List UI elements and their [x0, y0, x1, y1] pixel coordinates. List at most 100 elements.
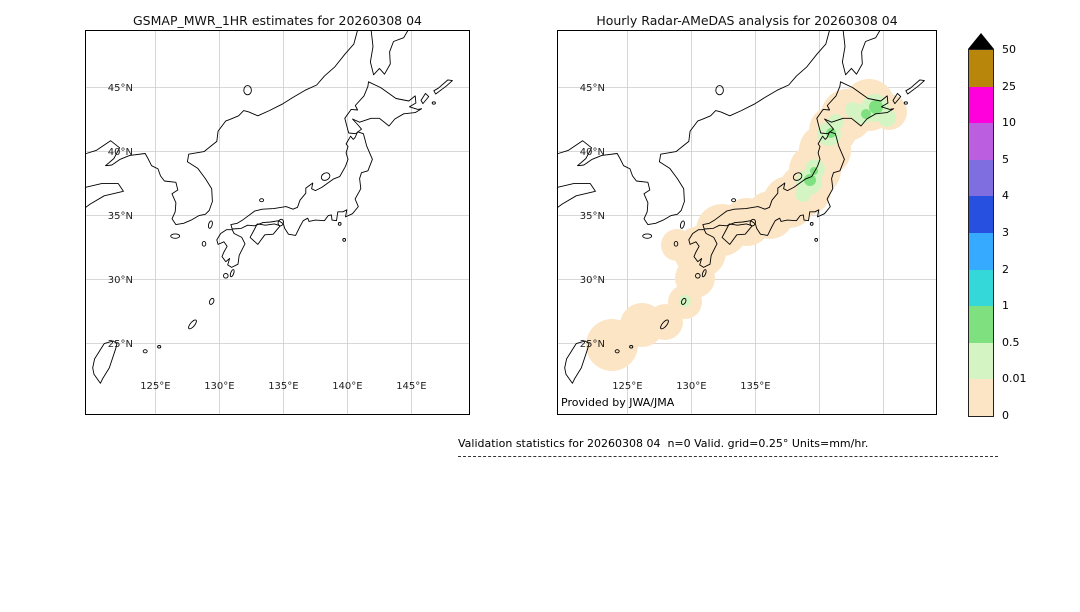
- island-outline: [208, 297, 215, 305]
- island-outline: [229, 269, 235, 278]
- lon-tick-label: 130°E: [676, 381, 706, 392]
- coastline-honshu: [702, 131, 845, 236]
- coastline-kunashir: [420, 92, 430, 105]
- lat-tick-label: 40°N: [108, 147, 133, 158]
- coastline-hokkaido: [344, 81, 423, 135]
- precip-blob: [869, 100, 883, 114]
- map-frame: [85, 30, 470, 415]
- coastline-shandong: [85, 183, 124, 209]
- colorbar-tick-label: 25: [1002, 79, 1016, 93]
- colorbar-tick-label: 50: [1002, 43, 1016, 56]
- island-outline: [660, 319, 669, 330]
- island-outline: [695, 273, 701, 279]
- lat-tick-label: 45°N: [108, 83, 133, 94]
- colorbar-tick-label: 1: [1002, 299, 1009, 313]
- colorbar-overflow-arrow-icon: [968, 33, 994, 49]
- colorbar-tick-label: 10: [1002, 116, 1016, 130]
- island-outline: [431, 101, 436, 105]
- coastline-hokkaido: [816, 81, 895, 135]
- island-outline: [903, 101, 908, 105]
- island-outline: [701, 269, 707, 278]
- island-outline: [277, 218, 284, 227]
- map-frame: [557, 30, 937, 415]
- lon-tick-label: 130°E: [204, 381, 234, 392]
- colorbar-band: [969, 342, 993, 380]
- radar-amedas-map: 45°N 40°N 35°N 30°N 25°N 125°E 130°E 135°E: [557, 30, 937, 415]
- coastline-kunashir: [892, 92, 902, 105]
- colorbar-band: [969, 123, 993, 160]
- island-outline: [207, 220, 213, 229]
- coastline-mainland-asia: [557, 30, 831, 226]
- lat-tick-label: 35°N: [580, 211, 605, 222]
- left-map-title: GSMAP_MWR_1HR estimates for 20260308 04: [133, 13, 422, 28]
- lon-tick-label: 135°E: [740, 381, 770, 392]
- jwa-jma-credit-label: Provided by JWA/JMA: [561, 396, 675, 409]
- island-outline: [673, 240, 679, 247]
- lon-tick-label: 135°E: [268, 381, 298, 392]
- colorbar-band: [969, 379, 993, 416]
- lon-tick-label: 145°E: [396, 381, 426, 392]
- colorbar-band: [969, 196, 993, 233]
- island-outline: [170, 233, 181, 239]
- colorbar-band: [969, 50, 993, 87]
- lon-tick-label: 125°E: [140, 381, 170, 392]
- colorbar-tick-label: 2: [1002, 262, 1009, 276]
- lon-tick-label: 125°E: [612, 381, 642, 392]
- island-outline: [731, 198, 737, 203]
- island-outline: [188, 319, 197, 330]
- precip-blob: [661, 229, 693, 261]
- island-outline: [680, 297, 687, 305]
- island-outline: [715, 85, 724, 96]
- lat-tick-label: 30°N: [580, 275, 605, 286]
- island-outline: [614, 349, 620, 354]
- colorbar: 50 25 10 5 4 3 2 1 0.5 0.01 0: [968, 33, 1040, 433]
- island-outline: [337, 222, 342, 226]
- coastline-iturup: [433, 79, 453, 95]
- colorbar-band: [969, 269, 993, 307]
- precip-blob: [826, 128, 836, 138]
- colorbar-tick-label: 3: [1002, 226, 1009, 239]
- precip-blob: [795, 186, 811, 202]
- coastline-honshu: [230, 131, 373, 236]
- island-outline: [814, 238, 819, 242]
- lat-tick-label: 35°N: [108, 211, 133, 222]
- coastline-sakhalin: [369, 30, 409, 76]
- lat-tick-label: 30°N: [108, 275, 133, 286]
- lat-tick-label: 25°N: [108, 339, 133, 350]
- island-outline: [223, 273, 229, 279]
- precip-blob: [679, 295, 691, 307]
- right-map-title: Hourly Radar-AMeDAS analysis for 2026030…: [596, 13, 898, 28]
- colorbar-band: [969, 306, 993, 343]
- colorbar-tick-label: 4: [1002, 189, 1009, 203]
- colorbar-band-stack: [968, 49, 994, 417]
- precip-blob: [845, 102, 861, 118]
- island-outline: [201, 240, 207, 247]
- lon-tick-label: 140°E: [332, 381, 362, 392]
- gsmap-estimates-map: 45°N 40°N 35°N 30°N 25°N 125°E 130°E 135°E 140°E…: [85, 30, 470, 415]
- colorbar-band: [969, 232, 993, 270]
- footer-dashed-line: [458, 456, 998, 457]
- colorbar-tick-label: 0.01: [1002, 372, 1027, 386]
- coastline-iturup: [905, 79, 925, 95]
- coastline-kyushu: [688, 229, 718, 268]
- coastline-shikoku: [249, 223, 281, 245]
- colorbar-tick-label: 5: [1002, 152, 1009, 166]
- island-outline: [792, 172, 803, 181]
- precip-blob: [804, 174, 816, 186]
- coastline-mainland-asia: [85, 30, 359, 226]
- validation-stats-text: Validation statistics for 20260308 04 n=…: [458, 437, 869, 450]
- island-outline: [629, 345, 634, 349]
- colorbar-tick-label: 0: [1002, 409, 1009, 422]
- island-outline: [157, 345, 162, 349]
- island-outline: [749, 218, 756, 227]
- island-outline: [342, 238, 347, 242]
- colorbar-band: [969, 159, 993, 197]
- coastline-taiwan: [564, 340, 590, 384]
- lat-tick-label: 45°N: [580, 83, 605, 94]
- island-outline: [142, 349, 148, 354]
- island-outline: [320, 172, 331, 181]
- colorbar-band: [969, 86, 993, 124]
- lat-tick-label: 25°N: [580, 339, 605, 350]
- precip-blob: [861, 109, 871, 119]
